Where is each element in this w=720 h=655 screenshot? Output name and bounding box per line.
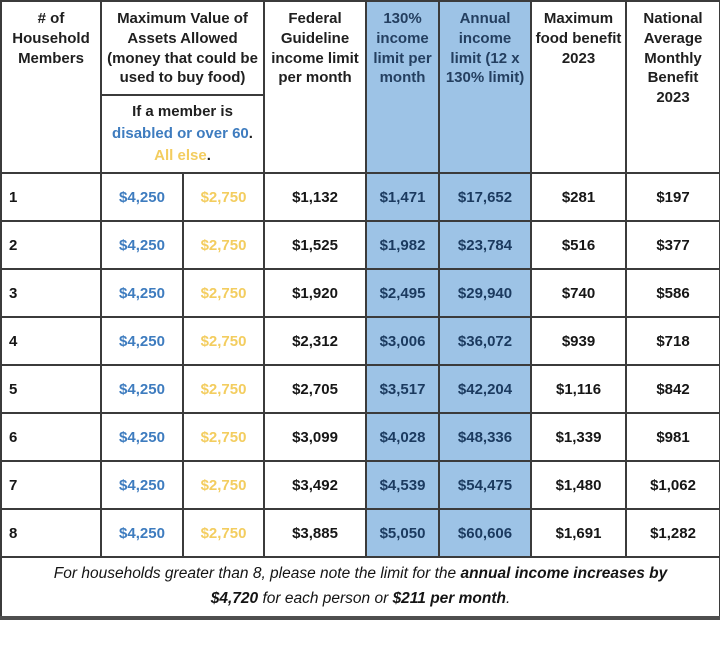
cell-assets-all-else: $2,750 [181, 412, 266, 462]
cell-assets-all-else: $2,750 [181, 460, 266, 510]
table-header: # of Household Members Maximum Value of … [0, 0, 720, 174]
cell-assets-disabled-or-over-60: $4,250 [100, 460, 184, 510]
header-row: # of Household Members Maximum Value of … [0, 0, 720, 174]
cell-household-members: 8 [0, 508, 102, 558]
table-row: 6 $4,250 $2,750 $3,099 $4,028 $48,336 $1… [0, 412, 720, 462]
table-row: 4 $4,250 $2,750 $2,312 $3,006 $36,072 $9… [0, 316, 720, 366]
cell-annual-income-limit: $29,940 [438, 268, 533, 318]
table-row: 7 $4,250 $2,750 $3,492 $4,539 $54,475 $1… [0, 460, 720, 510]
cell-130pct-income-limit: $5,050 [365, 508, 441, 558]
cell-household-members: 6 [0, 412, 102, 462]
cell-federal-guideline-limit: $3,099 [263, 412, 368, 462]
cell-national-avg-benefit: $197 [625, 172, 720, 222]
cell-130pct-income-limit: $1,471 [365, 172, 441, 222]
cell-national-avg-benefit: $718 [625, 316, 720, 366]
subheader-row: If a member is disabled or over 60. All … [1, 94, 720, 174]
cell-national-avg-benefit: $842 [625, 364, 720, 414]
cell-assets-all-else: $2,750 [181, 268, 266, 318]
cell-130pct-income-limit: $2,495 [365, 268, 441, 318]
footnote: For households greater than 8, please no… [0, 556, 720, 620]
cell-assets-disabled-or-over-60: $4,250 [100, 364, 184, 414]
cell-national-avg-benefit: $1,282 [625, 508, 720, 558]
cell-assets-disabled-or-over-60: $4,250 [100, 316, 184, 366]
header-national-avg-benefit: National Average Monthly Benefit 2023 [625, 0, 720, 174]
cell-assets-all-else: $2,750 [181, 364, 266, 414]
cell-assets-all-else: $2,750 [181, 316, 266, 366]
header-130pct-income-limit: 130% income limit per month [365, 0, 441, 174]
header-household-members: # of Household Members [0, 0, 102, 174]
cell-annual-income-limit: $23,784 [438, 220, 533, 270]
cell-130pct-income-limit: $3,006 [365, 316, 441, 366]
cell-130pct-income-limit: $1,982 [365, 220, 441, 270]
cell-max-food-benefit: $1,691 [530, 508, 628, 558]
cell-max-food-benefit: $1,339 [530, 412, 628, 462]
cell-max-food-benefit: $1,480 [530, 460, 628, 510]
cell-assets-disabled-or-over-60: $4,250 [100, 412, 184, 462]
cell-assets-all-else: $2,750 [181, 172, 266, 222]
cell-household-members: 5 [0, 364, 102, 414]
cell-annual-income-limit: $42,204 [438, 364, 533, 414]
cell-max-food-benefit: $516 [530, 220, 628, 270]
cell-max-food-benefit: $1,116 [530, 364, 628, 414]
table-row: 3 $4,250 $2,750 $1,920 $2,495 $29,940 $7… [0, 268, 720, 318]
cell-assets-disabled-or-over-60: $4,250 [100, 220, 184, 270]
table-row: 5 $4,250 $2,750 $2,705 $3,517 $42,204 $1… [0, 364, 720, 414]
table-body: 1 $4,250 $2,750 $1,132 $1,471 $17,652 $2… [0, 172, 720, 558]
snap-benefits-table: # of Household Members Maximum Value of … [0, 0, 720, 620]
assets-condition-period-2: . [206, 146, 211, 164]
cell-federal-guideline-limit: $3,885 [263, 508, 368, 558]
cell-assets-disabled-or-over-60: $4,250 [100, 172, 184, 222]
assets-condition-period-1: . [248, 125, 253, 143]
footnote-row: For households greater than 8, please no… [0, 556, 720, 620]
table-row: 1 $4,250 $2,750 $1,132 $1,471 $17,652 $2… [0, 172, 720, 222]
cell-max-food-benefit: $740 [530, 268, 628, 318]
header-assets-conditions: If a member is disabled or over 60. All … [99, 94, 266, 174]
assets-condition-all-else: All else [154, 146, 207, 164]
cell-household-members: 2 [0, 220, 102, 270]
cell-federal-guideline-limit: $1,525 [263, 220, 368, 270]
cell-assets-all-else: $2,750 [181, 220, 266, 270]
cell-national-avg-benefit: $1,062 [625, 460, 720, 510]
cell-national-avg-benefit: $981 [625, 412, 720, 462]
cell-national-avg-benefit: $377 [625, 220, 720, 270]
cell-federal-guideline-limit: $3,492 [263, 460, 368, 510]
cell-max-food-benefit: $939 [530, 316, 628, 366]
cell-federal-guideline-limit: $1,920 [263, 268, 368, 318]
cell-annual-income-limit: $54,475 [438, 460, 533, 510]
cell-national-avg-benefit: $586 [625, 268, 720, 318]
cell-household-members: 4 [0, 316, 102, 366]
cell-federal-guideline-limit: $2,312 [263, 316, 368, 366]
assets-condition-intro: If a member is [132, 103, 233, 121]
cell-annual-income-limit: $60,606 [438, 508, 533, 558]
header-max-food-benefit: Maximum food benefit 2023 [530, 0, 628, 174]
table-row: 2 $4,250 $2,750 $1,525 $1,982 $23,784 $5… [0, 220, 720, 270]
cell-130pct-income-limit: $3,517 [365, 364, 441, 414]
cell-assets-all-else: $2,750 [181, 508, 266, 558]
cell-max-food-benefit: $281 [530, 172, 628, 222]
cell-130pct-income-limit: $4,028 [365, 412, 441, 462]
cell-130pct-income-limit: $4,539 [365, 460, 441, 510]
cell-annual-income-limit: $48,336 [438, 412, 533, 462]
assets-condition-disabled: disabled or over 60 [112, 125, 249, 143]
cell-annual-income-limit: $17,652 [438, 172, 533, 222]
cell-assets-disabled-or-over-60: $4,250 [100, 508, 184, 558]
table-footer: For households greater than 8, please no… [0, 556, 720, 620]
cell-household-members: 7 [0, 460, 102, 510]
header-assets-allowed: Maximum Value of Assets Allowed (money t… [99, 0, 266, 96]
cell-household-members: 3 [0, 268, 102, 318]
cell-annual-income-limit: $36,072 [438, 316, 533, 366]
cell-household-members: 1 [0, 172, 102, 222]
header-annual-income-limit: Annual income limit (12 x 130% limit) [438, 0, 533, 174]
cell-federal-guideline-limit: $1,132 [263, 172, 368, 222]
table-row: 8 $4,250 $2,750 $3,885 $5,050 $60,606 $1… [0, 508, 720, 558]
footnote-text: For households greater than 8, please no… [53, 565, 668, 607]
cell-assets-disabled-or-over-60: $4,250 [100, 268, 184, 318]
cell-federal-guideline-limit: $2,705 [263, 364, 368, 414]
header-federal-guideline: Federal Guideline income limit per month [263, 0, 368, 174]
